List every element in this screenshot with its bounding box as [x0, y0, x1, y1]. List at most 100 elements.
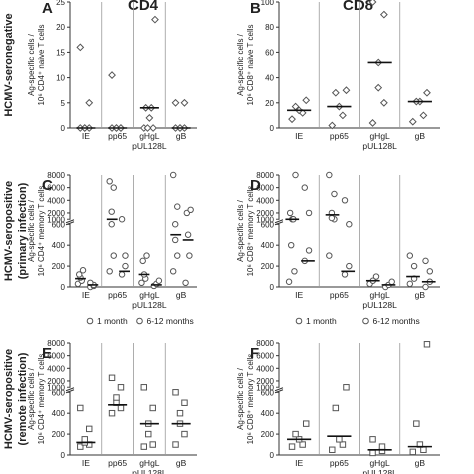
data-point [85, 98, 94, 107]
x-tick-label: IE [295, 131, 303, 141]
data-point [110, 184, 117, 191]
data-point [77, 404, 84, 412]
data-point [368, 0, 377, 6]
data-point [77, 443, 84, 450]
y-axis-label: 10⁶ CD4⁺ memory T cells [37, 186, 46, 277]
data-point [174, 252, 181, 259]
data-point [423, 341, 431, 348]
y-tick-label: 2000 [256, 377, 274, 386]
x-tick-label: pp65 [108, 290, 127, 300]
data-point [86, 425, 93, 433]
data-point [339, 111, 347, 120]
y-axis-label: Ag-specific cells / [236, 33, 245, 96]
data-point [181, 399, 188, 406]
data-point [145, 114, 154, 122]
x-tick-label: pUL128L [362, 468, 397, 474]
y-tick-label: 0 [61, 451, 66, 460]
x-tick-label: gHgL [139, 458, 160, 468]
y-tick-label: 200 [261, 430, 275, 439]
data-point [422, 257, 429, 265]
y-tick-label: 0 [270, 451, 275, 460]
data-point [108, 409, 116, 417]
legend-label-6-12-months: 6-12 months [373, 316, 420, 326]
data-point [423, 88, 431, 97]
data-point [113, 394, 120, 401]
data-point [106, 268, 113, 275]
data-point [305, 209, 313, 217]
data-point [368, 119, 377, 127]
y-tick-label: 4000 [47, 364, 65, 373]
y-tick-label: 5 [61, 99, 66, 108]
data-point [186, 252, 193, 259]
data-point [374, 83, 383, 92]
x-tick-label: gB [415, 458, 426, 468]
x-tick-label: IE [82, 290, 90, 300]
data-point [139, 257, 146, 265]
data-point [379, 10, 388, 19]
data-point [406, 252, 414, 259]
y-tick-label: 8000 [47, 339, 65, 348]
data-point [171, 236, 179, 244]
y-tick-label: 20 [265, 99, 274, 108]
y-tick-label: 60 [265, 48, 274, 57]
x-tick-label: gB [415, 131, 426, 141]
data-point [149, 404, 156, 412]
data-point [169, 268, 177, 275]
y-tick-label: 4000 [256, 196, 274, 205]
data-point [145, 430, 152, 438]
x-tick-label: pp65 [330, 131, 349, 141]
legend-marker [362, 317, 369, 325]
data-point [171, 221, 179, 228]
x-tick-label: pUL128L [132, 468, 167, 474]
y-tick-label: 0 [270, 124, 275, 133]
y-tick-label: 6000 [47, 352, 65, 361]
data-point [291, 268, 298, 275]
row-label: HCMV-seropositive [3, 349, 15, 449]
data-point [285, 278, 293, 285]
y-tick-label: 600 [261, 220, 275, 229]
y-tick-label: 6000 [47, 184, 65, 193]
data-point [292, 430, 299, 438]
data-point [342, 86, 351, 95]
y-tick-label: 10 [56, 74, 65, 83]
data-point [378, 443, 386, 450]
x-tick-label: gHgL [139, 131, 160, 141]
data-point [305, 247, 313, 254]
legend-label-1-month: 1 month [97, 316, 128, 326]
y-tick-label: 0 [61, 124, 66, 133]
x-tick-label: gB [176, 131, 187, 141]
data-point [332, 404, 340, 412]
data-point [346, 221, 353, 228]
y-tick-label: 200 [261, 262, 275, 271]
data-point [176, 409, 184, 417]
data-point [106, 178, 113, 185]
y-tick-label: 1000 [256, 215, 274, 224]
legend-marker [136, 317, 143, 325]
data-point [408, 117, 417, 126]
data-point [187, 206, 194, 214]
y-tick-label: 8000 [47, 171, 65, 180]
y-tick-label: 1000 [47, 215, 65, 224]
y-axis-label: 10⁶ CD4⁺ naive T cells [37, 24, 46, 105]
x-tick-label: IE [82, 458, 90, 468]
x-tick-label: IE [295, 290, 303, 300]
y-axis-label: 10⁶ CD8⁺ naive T cells [246, 24, 255, 105]
data-point [422, 283, 429, 291]
axis-break-mark [65, 389, 75, 394]
y-tick-label: 8000 [256, 339, 274, 348]
data-point [143, 252, 150, 259]
data-point [369, 436, 376, 443]
y-axis-label: Ag-specific cells / [236, 199, 245, 262]
y-axis-label: 10⁶ CD8⁺ memory T cells [246, 186, 255, 277]
data-point [388, 278, 395, 285]
data-point [181, 430, 188, 438]
y-tick-label: 2000 [256, 209, 274, 218]
axis-break-mark [274, 387, 284, 392]
y-tick-label: 400 [261, 409, 275, 418]
x-tick-label: IE [295, 458, 303, 468]
x-tick-label: gHgL [369, 131, 390, 141]
legend-marker [295, 317, 303, 325]
data-point [301, 184, 308, 191]
panel-letter: C [42, 177, 53, 194]
